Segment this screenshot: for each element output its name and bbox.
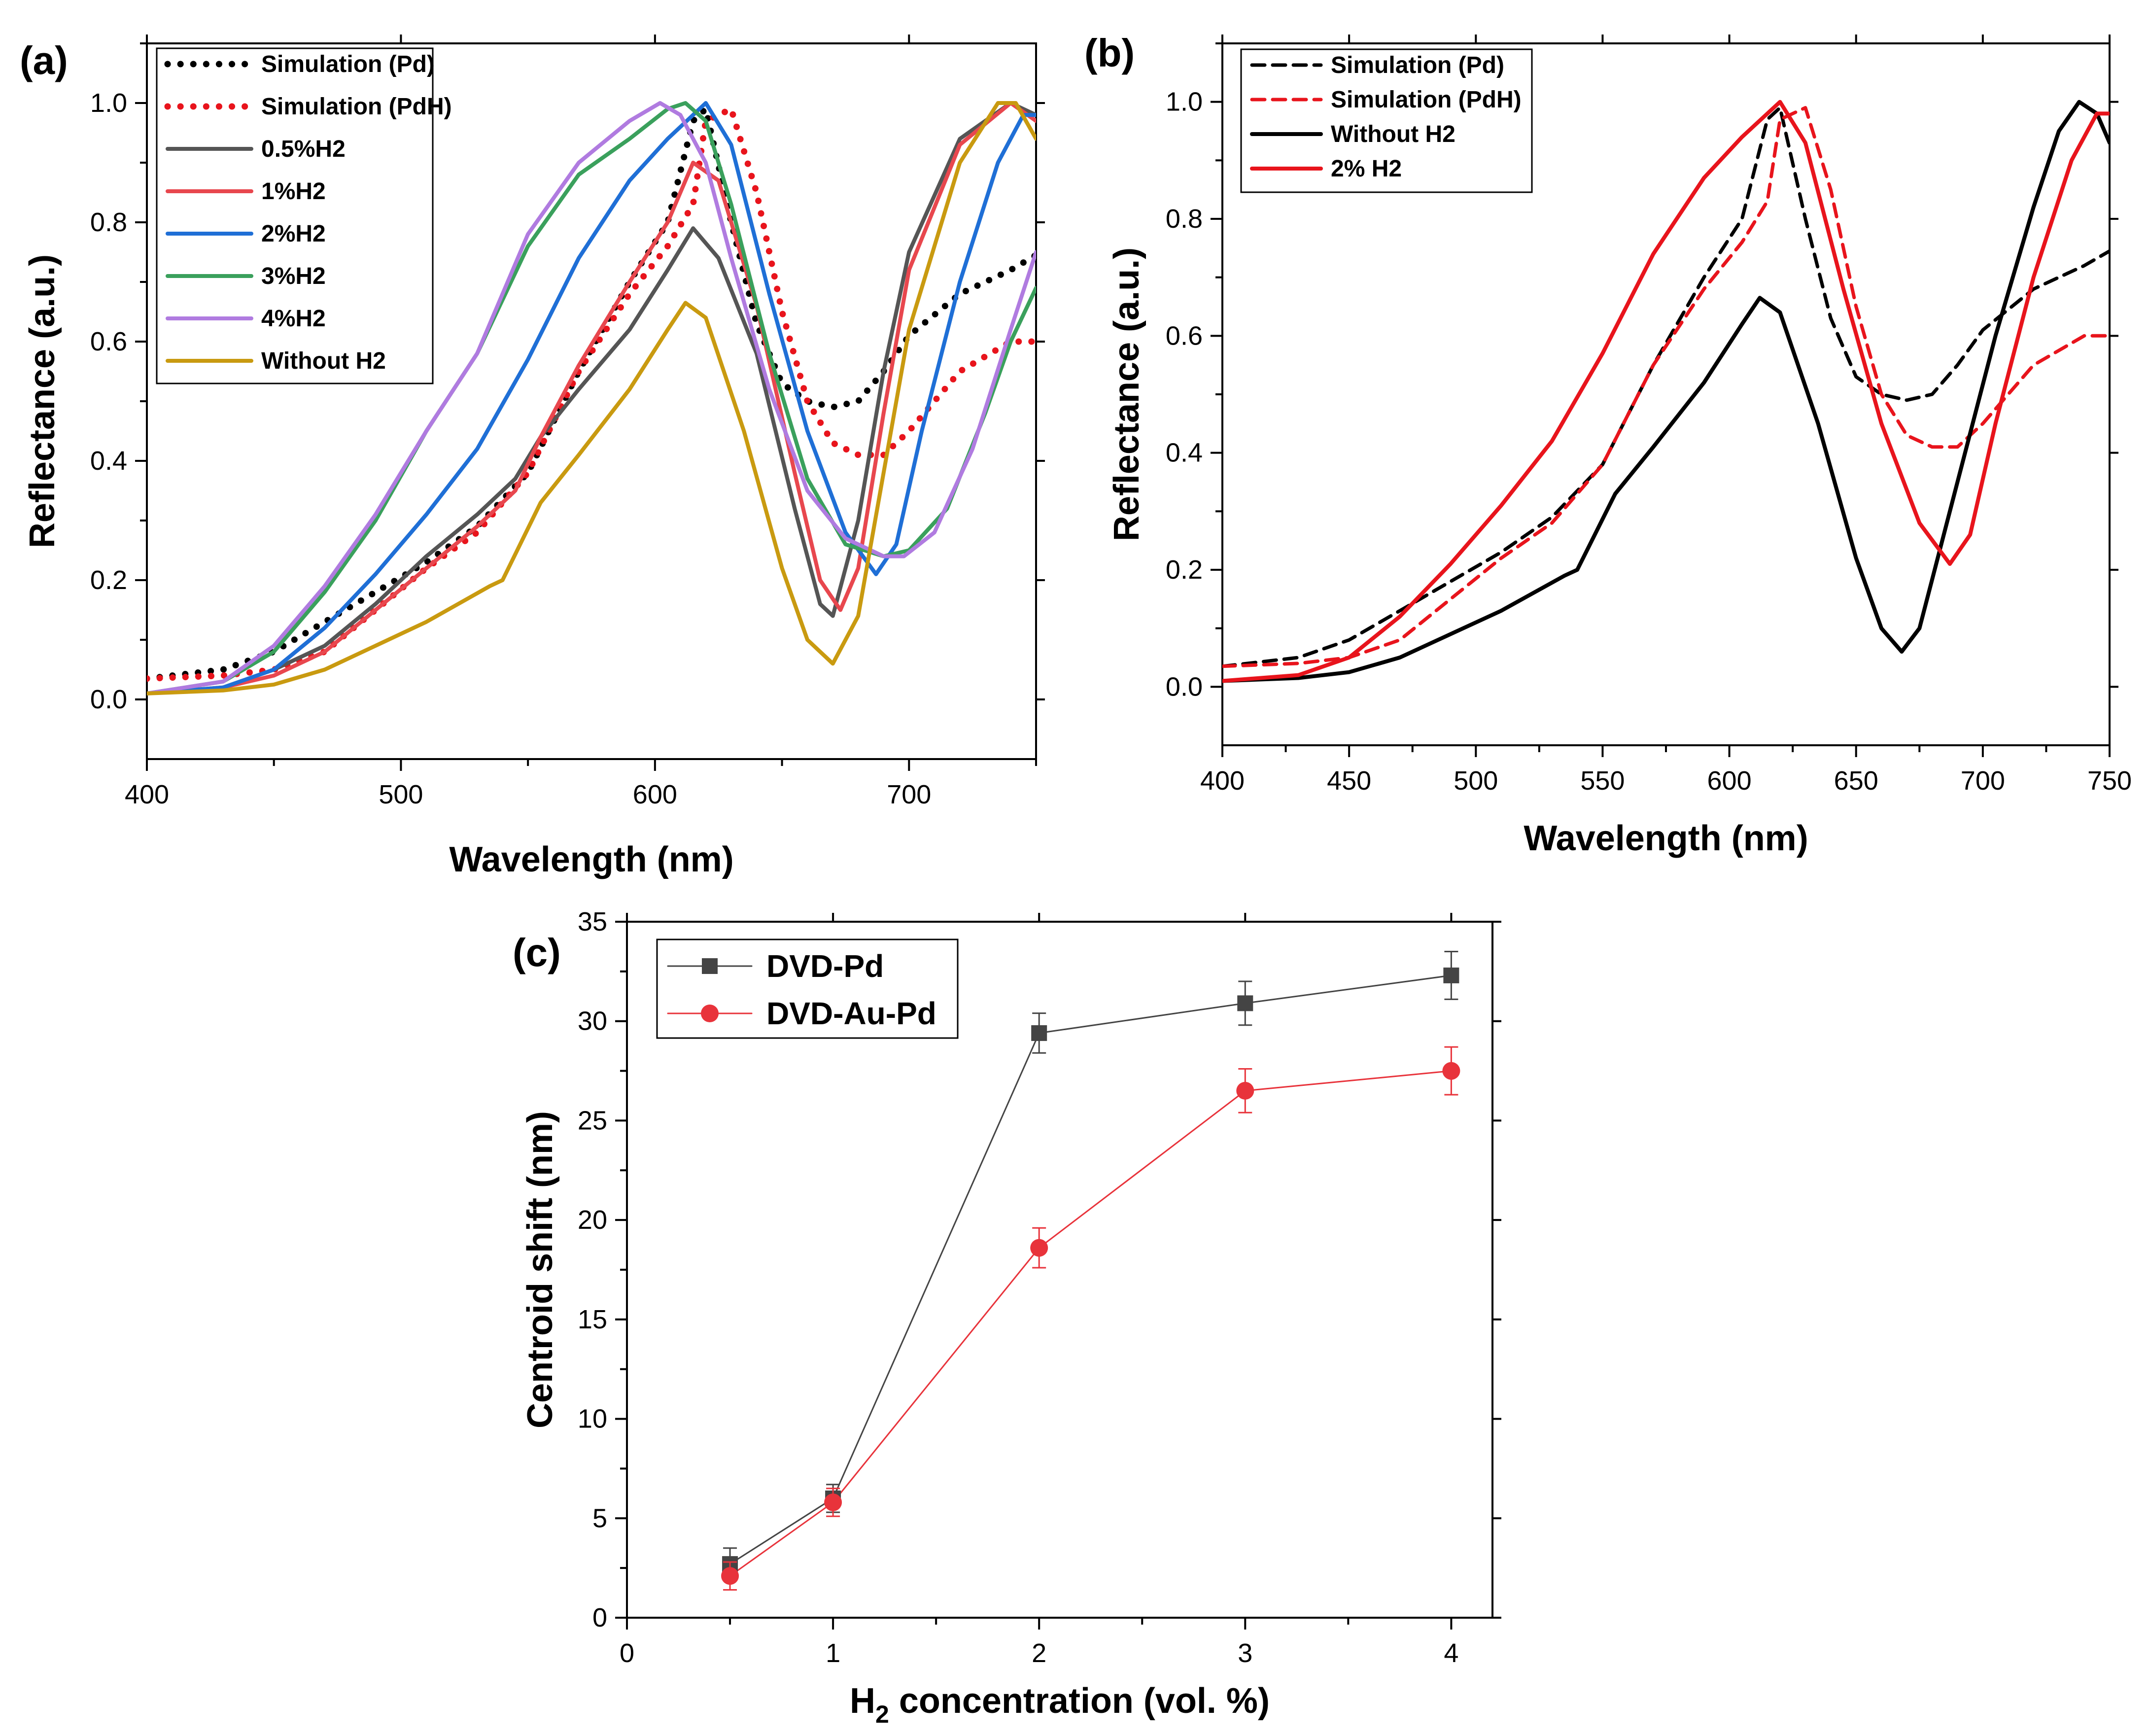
y-tick-label: 0.4 xyxy=(90,446,127,476)
x-tick-label: 400 xyxy=(125,780,169,809)
y-tick-label: 0.0 xyxy=(90,685,127,714)
data-point xyxy=(1443,967,1459,983)
data-point xyxy=(1030,1239,1048,1257)
x-tick-label: 4 xyxy=(1444,1638,1458,1668)
legend-label: 3%H2 xyxy=(261,263,326,289)
panel-b: 400 450 500 550 600 650 700 750 0.0 0.2 0.4 0.6 0.8 1… xyxy=(1084,31,2132,858)
panel-label: (b) xyxy=(1084,31,1135,75)
x-tick-label: 700 xyxy=(1961,766,2005,796)
x-tick-label: 600 xyxy=(633,780,677,809)
legend-label: Without H2 xyxy=(1331,121,1456,147)
series-line-3 xyxy=(1222,100,2110,683)
x-tick-label: 500 xyxy=(1454,766,1498,796)
x-tick-label: 1 xyxy=(826,1638,840,1668)
series-line-0 xyxy=(729,974,1452,1565)
x-tick-label: 2 xyxy=(1032,1638,1046,1668)
legend: Simulation (Pd) Simulation (PdH) Without H… xyxy=(1240,48,1533,193)
y-tick-label: 0.2 xyxy=(90,565,127,595)
y-tick-label: 0 xyxy=(592,1603,607,1632)
panel-a: 400 500 600 700 0.0 0.2 0.4 0.6 0.8 1.0 Simulation… xyxy=(20,35,1045,879)
x-axis-title: Wavelength (nm) xyxy=(1524,819,1808,858)
y-tick-label: 10 xyxy=(578,1404,607,1434)
series-line-1 xyxy=(1222,106,2110,668)
x-axis-title: Wavelength (nm) xyxy=(449,840,733,879)
legend-label: DVD-Pd xyxy=(766,948,884,984)
y-tick-label: 5 xyxy=(592,1503,607,1533)
x-tick-label: 400 xyxy=(1200,766,1245,796)
y-tick-label: 0.2 xyxy=(1166,555,1203,585)
x-tick-label: 650 xyxy=(1834,766,1878,796)
data-point xyxy=(1442,1062,1460,1080)
x-tick-label: 3 xyxy=(1238,1638,1252,1668)
x-tick-label: 600 xyxy=(1707,766,1752,796)
data-point xyxy=(721,1567,739,1585)
x-tick-label: 0 xyxy=(620,1638,634,1668)
legend: DVD-Pd DVD-Au-Pd xyxy=(656,938,959,1039)
x-tick-label: 700 xyxy=(887,780,931,809)
legend-label: Without H2 xyxy=(261,348,386,374)
panel-label: (a) xyxy=(20,38,68,82)
y-tick-label: 1.0 xyxy=(90,88,127,118)
data-point xyxy=(1237,995,1253,1011)
series-line-2 xyxy=(1222,100,2110,683)
legend-label: Simulation (PdH) xyxy=(261,94,452,120)
y-tick-label: 20 xyxy=(578,1205,607,1235)
series-line-5 xyxy=(147,101,1036,695)
panel-c: 0 1 2 3 4 0 5 10 15 20 25 30 35 DVD-Pd DVD-Au-Pd (c) H2 … xyxy=(513,907,1501,1728)
panel-label: (c) xyxy=(513,931,561,974)
legend-label: DVD-Au-Pd xyxy=(766,996,936,1031)
x-axis-title: H2 concentration (vol. %) xyxy=(850,1681,1270,1728)
data-point xyxy=(1236,1081,1254,1100)
y-tick-label: 0.8 xyxy=(1166,204,1203,234)
series-line-1 xyxy=(147,105,1036,682)
y-axis-title: Reflectance (a.u.) xyxy=(23,254,62,548)
plot-area xyxy=(147,101,1036,695)
x-tick-label: 750 xyxy=(2087,766,2132,796)
y-axis-title: Centroid shift (nm) xyxy=(520,1111,560,1428)
y-tick-label: 0.8 xyxy=(90,208,127,237)
legend-label: 0.5%H2 xyxy=(261,136,346,162)
y-tick-label: 0.0 xyxy=(1166,672,1203,701)
x-tick-label: 550 xyxy=(1580,766,1625,796)
series-line-0 xyxy=(1222,106,2110,668)
y-tick-label: 15 xyxy=(578,1305,607,1334)
series-line-7 xyxy=(147,101,1036,695)
y-tick-label: 0.6 xyxy=(90,327,127,356)
legend-label: 2% H2 xyxy=(1331,156,1402,182)
legend-label: 2%H2 xyxy=(261,221,326,247)
legend-box xyxy=(156,47,434,384)
y-tick-label: 1.0 xyxy=(1166,87,1203,117)
series-line-4 xyxy=(147,101,1036,695)
y-tick-label: 30 xyxy=(578,1007,607,1036)
x-tick-label: 450 xyxy=(1327,766,1371,796)
y-tick-label: 0.4 xyxy=(1166,438,1203,468)
legend-marker xyxy=(701,1005,719,1022)
series-line-6 xyxy=(147,101,1036,695)
plot-area xyxy=(1222,100,2110,683)
legend-label: Simulation (Pd) xyxy=(261,51,435,77)
legend-label: Simulation (Pd) xyxy=(1331,52,1504,78)
series-line-2 xyxy=(147,101,1036,695)
y-tick-label: 35 xyxy=(578,907,607,937)
legend: Simulation (Pd) Simulation (PdH) 0.5%H2 1%H… xyxy=(156,47,452,384)
y-tick-label: 0.6 xyxy=(1166,321,1203,350)
series-line-3 xyxy=(147,101,1036,695)
legend-marker xyxy=(702,958,718,974)
legend-label: Simulation (PdH) xyxy=(1331,87,1522,113)
data-point xyxy=(1031,1025,1047,1041)
legend-label: 4%H2 xyxy=(261,306,326,332)
data-point xyxy=(824,1493,842,1512)
y-tick-label: 25 xyxy=(578,1106,607,1135)
x-tick-label: 500 xyxy=(379,780,423,809)
plot-area xyxy=(729,974,1452,1577)
legend-label: 1%H2 xyxy=(261,178,326,205)
y-axis-title: Reflectance (a.u.) xyxy=(1107,247,1146,541)
